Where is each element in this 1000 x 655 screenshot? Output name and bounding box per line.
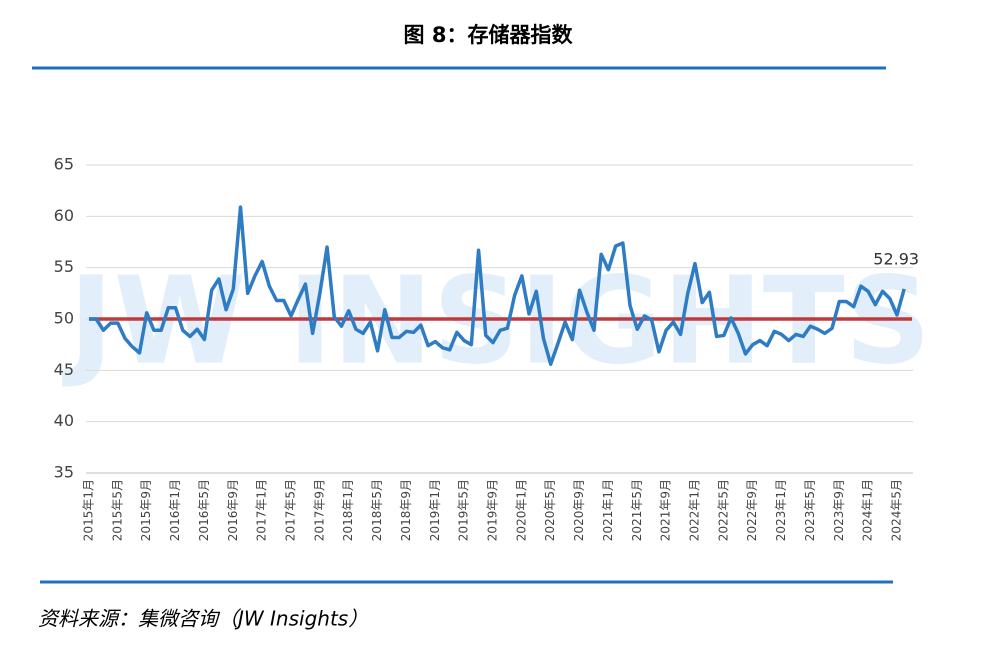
x-tick-label: 2018年5月 [370,479,384,541]
x-tick-label: 2015年5月 [110,479,124,541]
x-tick-label: 2022年1月 [687,479,701,541]
x-tick-label: 2023年5月 [803,479,817,541]
x-tick-label: 2016年9月 [226,479,240,541]
x-tick-label: 2017年5月 [283,479,297,541]
x-tick-label: 2016年5月 [197,479,211,541]
y-tick-label: 55 [54,257,74,276]
x-tick-label: 2020年5月 [543,479,557,541]
chart-title: 图 8：存储器指数 [404,23,574,47]
x-tick-label: 2022年5月 [716,479,730,541]
x-tick-label: 2021年1月 [601,479,615,541]
x-tick-label: 2021年5月 [630,479,644,541]
data-label: 52.93 [873,250,919,269]
y-tick-label: 35 [54,463,74,482]
x-tick-label: 2018年1月 [341,479,355,541]
x-tick-label: 2020年1月 [514,479,528,541]
x-tick-label: 2015年9月 [139,479,153,541]
x-tick-label: 2019年1月 [428,479,442,541]
x-tick-label: 2019年9月 [485,479,499,541]
y-tick-label: 65 [54,155,74,174]
x-tick-label: 2023年9月 [832,479,846,541]
source-note: 资料来源：集微咨询（JW Insights） [38,607,368,631]
y-tick-label: 60 [54,206,74,225]
x-tick-label: 2024年5月 [889,479,903,541]
x-tick-label: 2017年1月 [255,479,269,541]
x-tick-label: 2023年1月 [774,479,788,541]
x-tick-label: 2018年9月 [399,479,413,541]
data-line [89,205,906,366]
y-tick-label: 50 [54,309,74,328]
x-tick-label: 2016年1月 [168,479,182,541]
x-tick-label: 2020年9月 [572,479,586,541]
x-tick-label: 2022年9月 [745,479,759,541]
watermark: JW INSIGHTS [62,253,931,392]
y-tick-label: 45 [54,360,74,379]
x-tick-label: 2021年9月 [659,479,673,541]
x-tick-label: 2024年1月 [861,479,875,541]
y-tick-label: 40 [54,411,74,430]
x-tick-label: 2017年9月 [312,479,326,541]
x-tick-label: 2015年1月 [82,479,96,541]
x-tick-label: 2019年5月 [457,479,471,541]
